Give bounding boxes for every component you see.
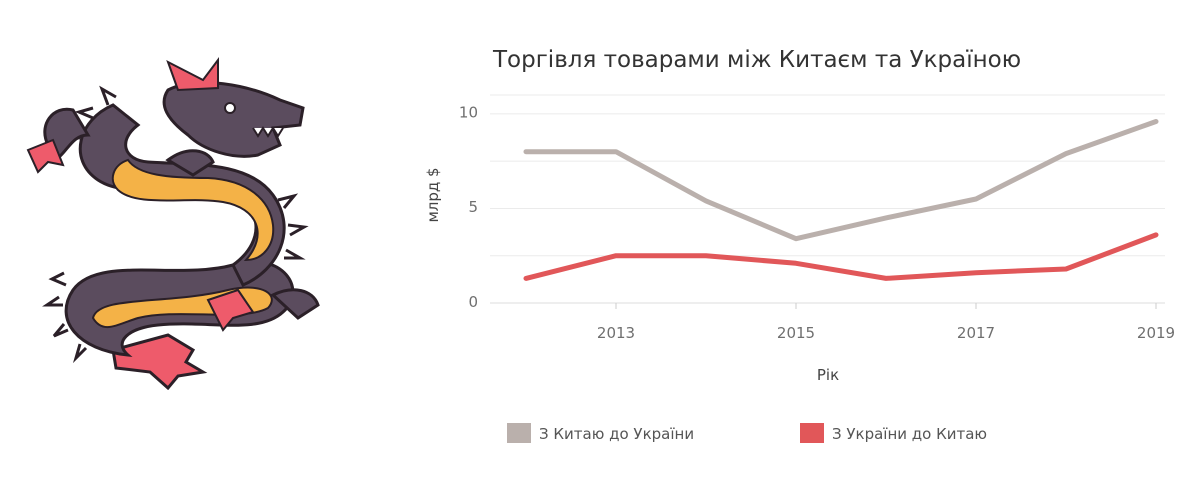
dragon-horn (166, 57, 219, 92)
dragon-leg-back (270, 288, 320, 320)
dragon-belly-middle (111, 158, 275, 262)
gridlines (490, 94, 1165, 304)
chart-title: Торгівля товарами між Китаєм та Україною (492, 47, 1021, 73)
legend-label-0: З Китаю до України (539, 425, 694, 443)
dragon-eye (224, 102, 236, 114)
x-tick-label-2015: 2015 (777, 324, 815, 342)
dragon-fin-front (26, 138, 65, 174)
series-line-1 (523, 232, 1159, 281)
x-tick-label-2019: 2019 (1137, 324, 1175, 342)
series-line-0 (523, 119, 1159, 242)
y-axis-title: млрд $ (424, 167, 442, 222)
y-tick-label-0: 0 (468, 293, 478, 311)
dragon-teeth (252, 126, 284, 138)
x-tick-label-2013: 2013 (597, 324, 635, 342)
dragon-fin-back (206, 288, 255, 332)
dragon-illustration (26, 57, 320, 390)
y-tick-labels: 0 5 10 (459, 104, 478, 311)
dragon-leg-middle (165, 149, 215, 177)
legend: З Китаю до України З України до Китаю (507, 423, 987, 443)
x-tick-label-2017: 2017 (957, 324, 995, 342)
legend-label-1: З України до Китаю (832, 425, 987, 443)
x-axis-title: Рік (817, 366, 839, 384)
dragon-head (162, 81, 305, 158)
dragon-tail-fin (111, 333, 208, 390)
legend-swatch-0 (507, 423, 531, 443)
legend-swatch-1 (800, 423, 824, 443)
series-lines (523, 119, 1159, 281)
x-tick-labels: 2013 2015 2017 2019 (597, 303, 1175, 342)
y-tick-label-10: 10 (459, 104, 478, 122)
y-tick-label-5: 5 (468, 198, 478, 216)
